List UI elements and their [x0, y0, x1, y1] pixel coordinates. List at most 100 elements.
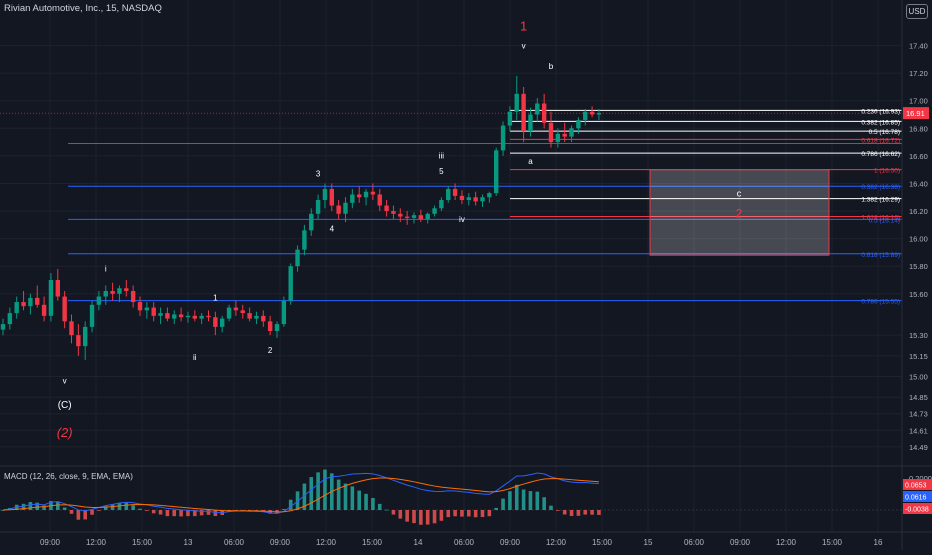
- candle-body: [459, 195, 465, 201]
- macd-histogram-bar: [131, 505, 135, 510]
- macd-histogram-bar: [90, 510, 94, 515]
- candle-body: [89, 304, 95, 327]
- x-tick-label: 14: [414, 538, 423, 547]
- candle-body: [48, 279, 54, 316]
- wave-label: ii: [193, 353, 197, 362]
- macd-histogram-bar: [193, 510, 197, 517]
- macd-histogram-bar: [364, 493, 368, 510]
- macd-histogram-bar: [254, 510, 259, 511]
- macd-histogram-bar: [562, 510, 567, 515]
- macd-histogram-bar: [42, 505, 46, 510]
- candle-body: [528, 114, 533, 132]
- fib-level-label: 0.382 (16.85): [861, 119, 900, 126]
- wave-label: v: [522, 41, 526, 50]
- candle-body: [240, 310, 245, 314]
- fib-level-label: 0.236 (16.93): [861, 108, 900, 115]
- macd-histogram-bar: [309, 477, 314, 510]
- wave-label: 4: [330, 225, 335, 234]
- wave-label: 1: [520, 18, 527, 33]
- candle-body: [500, 125, 506, 151]
- macd-histogram-bar: [473, 510, 478, 518]
- candle-body: [425, 213, 430, 220]
- candle-body: [83, 326, 88, 347]
- macd-histogram-bar: [165, 510, 170, 517]
- macd-histogram-bar: [103, 506, 108, 510]
- fib-level-label: 1.618 (16.16): [861, 215, 900, 222]
- candle-body: [583, 111, 588, 121]
- macd-histogram-bar: [350, 486, 355, 510]
- candle-body: [452, 188, 458, 196]
- macd-histogram-bar: [521, 489, 526, 510]
- candle-body: [514, 93, 519, 112]
- macd-histogram-bar: [446, 510, 451, 518]
- x-tick-label: 09:00: [730, 538, 751, 547]
- candle-body: [206, 315, 211, 318]
- wave-label: 2: [268, 346, 273, 355]
- macd-histogram-bar: [576, 510, 581, 516]
- y-tick-label: 16.20: [909, 207, 928, 216]
- candle-body: [21, 302, 26, 307]
- macd-histogram-bar: [316, 472, 320, 510]
- macd-histogram-bar: [371, 497, 375, 510]
- macd-badge: [903, 479, 932, 490]
- y-tick-label: 17.00: [909, 97, 928, 106]
- candle-body: [350, 194, 355, 203]
- candle-body: [110, 291, 115, 294]
- macd-histogram-bar: [549, 505, 553, 510]
- y-tick-label: 15.00: [909, 373, 928, 382]
- macd-histogram-bar: [528, 491, 533, 510]
- y-tick-label: 14.73: [909, 410, 928, 419]
- candle-body: [548, 122, 554, 143]
- target-box-wave-label: 2: [736, 207, 743, 221]
- candle-body: [0, 324, 6, 330]
- macd-histogram-bar: [172, 510, 177, 517]
- target-box: c2: [649, 169, 830, 256]
- macd-histogram-bar: [76, 510, 81, 520]
- blue-level-label: 0.618 (15.89): [861, 252, 900, 259]
- candle-body: [151, 307, 156, 316]
- candle-body: [555, 133, 561, 143]
- target-box-rect: [649, 169, 830, 256]
- candle-body: [178, 314, 184, 318]
- x-tick-label: 09:00: [40, 538, 61, 547]
- candle-body: [411, 215, 417, 218]
- macd-histogram-bar: [487, 510, 492, 517]
- wave-label: 5: [439, 167, 444, 176]
- candle-body: [336, 205, 341, 214]
- y-tick-label: 14.85: [909, 393, 928, 402]
- currency-button[interactable]: USD: [906, 4, 928, 19]
- candle-body: [103, 291, 108, 297]
- candle-body: [199, 315, 204, 319]
- macd-histogram-bar: [542, 497, 546, 510]
- macd-histogram-bar: [110, 504, 115, 510]
- blue-level-label: 0.382 (16.38): [861, 184, 900, 191]
- x-tick-label: 12:00: [546, 538, 567, 547]
- candle-body: [62, 296, 67, 322]
- macd-histogram-bar: [453, 510, 457, 517]
- macd-histogram-bar: [69, 510, 74, 514]
- candle-body: [192, 315, 197, 319]
- price-axis: 17.40 17.20 17.00 16.80 16.60 16.40 16.20 16.00…: [901, 0, 929, 550]
- candle-body: [96, 296, 102, 305]
- price-badge-label: 16.91: [906, 109, 925, 118]
- candle-body: [55, 279, 60, 297]
- macd-histogram-bar: [514, 484, 519, 510]
- macd-histogram-bar: [282, 509, 286, 510]
- candle-body: [7, 313, 13, 325]
- candle-body: [247, 313, 252, 319]
- blue-level-label: 0.5 (16.14): [869, 217, 900, 224]
- x-tick-label: 06:00: [684, 538, 705, 547]
- candle-body: [158, 313, 163, 316]
- candle-body: [404, 216, 410, 218]
- candle-body: [137, 302, 143, 311]
- candle-body: [14, 302, 19, 314]
- candle-body: [569, 128, 574, 137]
- candle-body: [398, 213, 403, 217]
- y-tick-label: 16.40: [909, 179, 928, 188]
- macd-histogram-bar: [1, 510, 5, 511]
- macd-histogram-bar: [145, 510, 149, 511]
- macd-histogram-bar: [138, 508, 142, 510]
- candle-body: [165, 313, 170, 319]
